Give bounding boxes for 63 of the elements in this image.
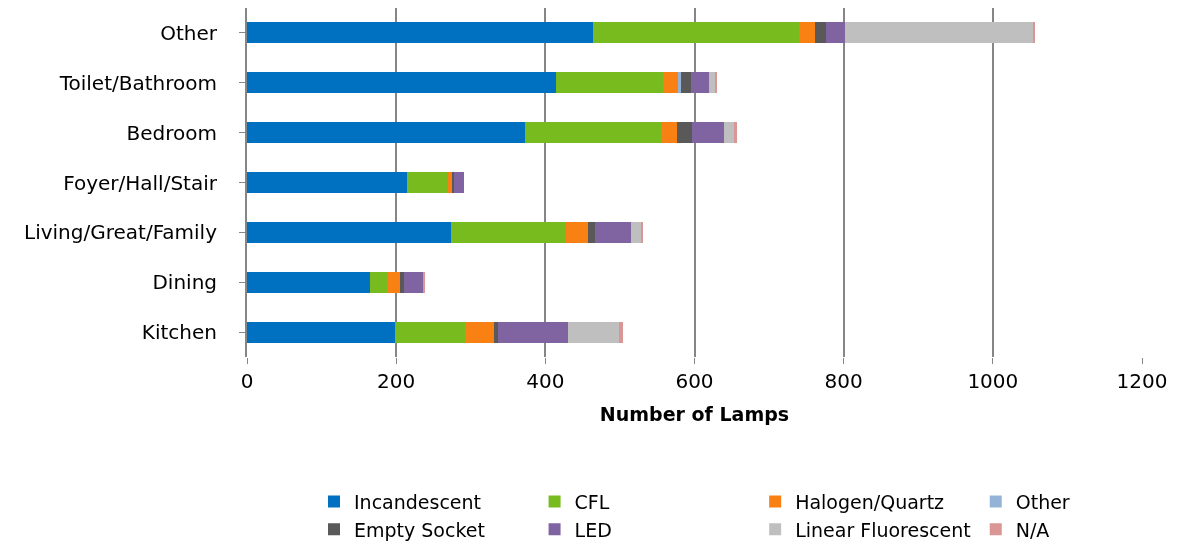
bar bbox=[587, 221, 595, 243]
bar bbox=[525, 122, 661, 144]
bar bbox=[387, 271, 400, 293]
y-tick-label: Bedroom bbox=[126, 120, 217, 145]
y-tick-label: Toilet/Bathroom bbox=[58, 70, 217, 95]
bar bbox=[247, 271, 371, 293]
x-tick-label: 200 bbox=[377, 369, 416, 393]
bar bbox=[594, 221, 632, 243]
legend-label: Halogen/Quartz bbox=[795, 490, 945, 513]
bar bbox=[593, 22, 799, 44]
y-tick-label: Foyer/Hall/Stair bbox=[63, 170, 218, 195]
bar bbox=[681, 72, 691, 94]
bar bbox=[845, 22, 1034, 44]
bar bbox=[395, 321, 465, 343]
legend-label: Incandescent bbox=[354, 490, 482, 513]
bar bbox=[247, 221, 451, 243]
bar bbox=[619, 321, 623, 343]
x-axis-title: Number of Lamps bbox=[599, 402, 790, 425]
legend-label: Other bbox=[1015, 490, 1070, 513]
bar bbox=[734, 122, 738, 144]
bar bbox=[407, 172, 449, 193]
bar bbox=[493, 321, 498, 343]
bar bbox=[497, 321, 568, 343]
bar bbox=[660, 122, 677, 144]
x-tick-label: 800 bbox=[824, 369, 863, 393]
x-tick-label: 600 bbox=[675, 369, 714, 393]
bar bbox=[724, 122, 735, 144]
bar bbox=[404, 271, 424, 293]
bar bbox=[247, 22, 594, 44]
x-tick-label: 1000 bbox=[967, 369, 1019, 393]
bar bbox=[798, 22, 816, 44]
bar bbox=[692, 122, 725, 144]
x-tick-label: 1200 bbox=[1116, 369, 1168, 393]
bar bbox=[370, 271, 388, 293]
bar bbox=[454, 172, 465, 193]
bar bbox=[663, 72, 679, 94]
y-tick-label: Living/Great/Family bbox=[24, 220, 218, 245]
bar bbox=[247, 321, 396, 343]
bar bbox=[247, 72, 556, 94]
bar bbox=[631, 221, 641, 243]
y-tick-label: Kitchen bbox=[141, 320, 217, 345]
legend-label: CFL bbox=[574, 490, 610, 513]
y-tick-label: Other bbox=[160, 20, 218, 45]
bar bbox=[450, 221, 567, 243]
x-tick-label: 400 bbox=[526, 369, 565, 393]
bar bbox=[825, 22, 846, 44]
bar bbox=[448, 172, 453, 193]
bar bbox=[566, 221, 588, 243]
legend-label: Linear Fluorescent bbox=[795, 518, 971, 541]
bar bbox=[464, 321, 494, 343]
legend-label: LED bbox=[574, 518, 612, 541]
bar bbox=[690, 72, 709, 94]
bar bbox=[676, 122, 693, 144]
y-tick-label: Dining bbox=[152, 270, 217, 295]
bar bbox=[247, 172, 408, 193]
bar bbox=[555, 72, 664, 94]
bar bbox=[678, 72, 682, 94]
bar bbox=[247, 122, 526, 144]
bar bbox=[567, 321, 620, 343]
legend-label: Empty Socket bbox=[354, 518, 485, 541]
bar bbox=[815, 22, 826, 44]
x-tick-label: 0 bbox=[240, 369, 254, 393]
legend-label: N/A bbox=[1015, 518, 1050, 541]
